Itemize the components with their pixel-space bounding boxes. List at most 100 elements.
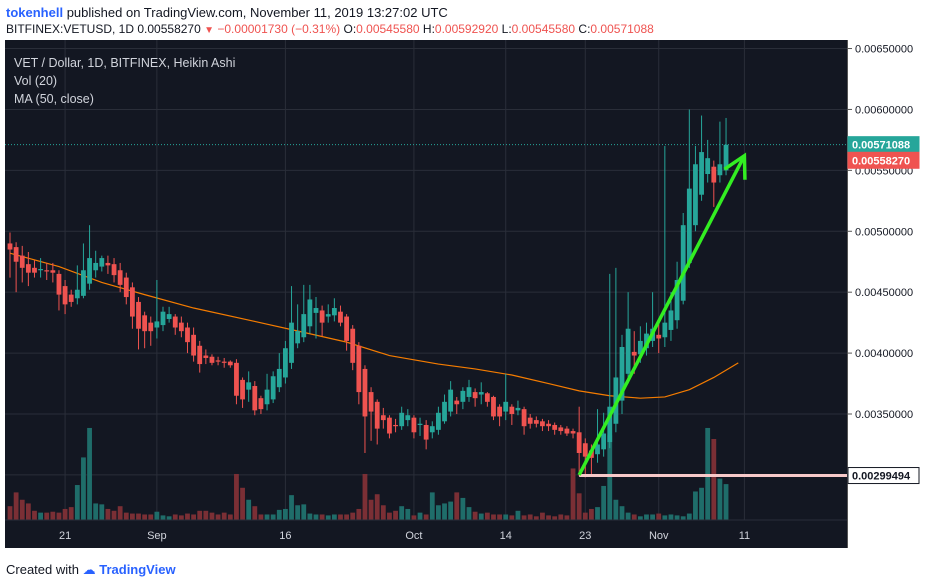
x-tick-label: Sep [147, 530, 167, 542]
volume-bar [497, 514, 502, 520]
volume-bar [625, 512, 631, 520]
x-tick-label: Oct [405, 530, 422, 542]
volume-bar [429, 492, 435, 520]
candle-body [344, 316, 349, 341]
low-value: 0.00545580 [511, 22, 576, 36]
tradingview-brand[interactable]: TradingView [99, 562, 176, 577]
volume-bar [307, 513, 313, 520]
close-label: C: [578, 22, 591, 36]
candle-body [148, 322, 154, 332]
volume-bar [570, 468, 576, 520]
candle-body [497, 406, 502, 417]
candle-body [166, 314, 172, 319]
candle-body [270, 376, 276, 400]
candle-body [331, 308, 337, 316]
y-tick-label: 0.00600000 [855, 104, 913, 116]
candle-body [601, 433, 607, 450]
candle-body [576, 432, 582, 453]
volume-bar [7, 506, 13, 520]
candle-body [540, 421, 545, 427]
volume-bar [674, 515, 680, 520]
volume-bar [668, 514, 674, 520]
volume-bar [491, 514, 496, 520]
candle-body [325, 314, 331, 317]
candle-body [582, 443, 588, 457]
volume-bar [601, 485, 607, 520]
candle-body [221, 361, 227, 363]
y-tick-label: 0.00500000 [855, 226, 913, 238]
volume-bar [546, 515, 551, 520]
candle-body [393, 424, 398, 427]
candle-body [25, 264, 31, 273]
candle-body [68, 294, 74, 302]
candle-body [533, 420, 539, 424]
volume-bar [25, 503, 31, 520]
candle-body [387, 417, 392, 434]
author-name[interactable]: tokenhell [6, 5, 64, 20]
candle-body [478, 392, 484, 395]
candle-body [7, 243, 13, 250]
volume-bar [540, 512, 545, 520]
volume-bar [521, 515, 527, 520]
trend-arrow-head [723, 152, 747, 180]
volume-bar [466, 507, 472, 520]
trend-arrow-line [577, 154, 746, 476]
candle-body [448, 389, 454, 412]
x-tick-label: Nov [649, 530, 669, 542]
publish-info: tokenhell published on TradingView.com, … [6, 5, 448, 20]
candle-body [515, 407, 521, 411]
y-tick-label: 0.00450000 [855, 287, 913, 299]
legend-ma[interactable]: MA (50, close) [14, 92, 94, 106]
candle-body [564, 428, 570, 434]
volume-bar [19, 499, 25, 520]
legend-volume[interactable]: Vol (20) [14, 74, 58, 88]
x-tick-label: 16 [279, 530, 291, 542]
volume-bar [44, 512, 50, 520]
volume-bar [142, 514, 148, 520]
candle-body [399, 412, 405, 427]
candle-body [142, 315, 148, 332]
candle-body [405, 415, 411, 421]
volume-bar [423, 514, 429, 520]
volume-bar [356, 508, 362, 520]
candle-body [185, 327, 190, 343]
volume-bar [344, 514, 349, 520]
volume-bar [399, 506, 405, 520]
volume-bar [295, 505, 301, 520]
volume-bar [32, 510, 37, 520]
candle-body [234, 362, 239, 396]
candle-body [625, 328, 631, 374]
candle-body [32, 267, 37, 273]
volume-bar [417, 512, 423, 520]
volume-bar [650, 514, 655, 520]
y-tick-label: 0.00400000 [855, 348, 913, 360]
volume-bar [191, 514, 196, 520]
volume-bar [368, 499, 374, 520]
volume-bar [130, 513, 135, 520]
volume-bar [503, 514, 509, 520]
volume-bar [607, 435, 613, 520]
volume-bar [637, 516, 643, 520]
volume-bar [270, 514, 276, 520]
candle-body [454, 400, 460, 405]
volume-bar [240, 487, 245, 520]
candle-body [521, 409, 527, 427]
candle-body [527, 417, 533, 424]
volume-bar [558, 514, 564, 520]
volume-bar [564, 515, 570, 520]
volume-bar [374, 494, 380, 520]
volume-bar [613, 499, 619, 520]
y-tick-label: 0.00650000 [855, 44, 913, 56]
open-value: 0.00545580 [356, 22, 420, 36]
volume-bar [252, 506, 258, 520]
candle-body [552, 424, 558, 430]
volume-bar [283, 508, 288, 520]
volume-bar [484, 512, 490, 520]
volume-bar [631, 514, 637, 520]
price-scale[interactable] [847, 40, 932, 548]
volume-bar [197, 510, 203, 520]
down-arrow-icon: ▼ [204, 25, 215, 36]
volume-bar [160, 515, 166, 520]
close-value: 0.00571088 [590, 22, 654, 36]
ma-line [9, 252, 739, 399]
